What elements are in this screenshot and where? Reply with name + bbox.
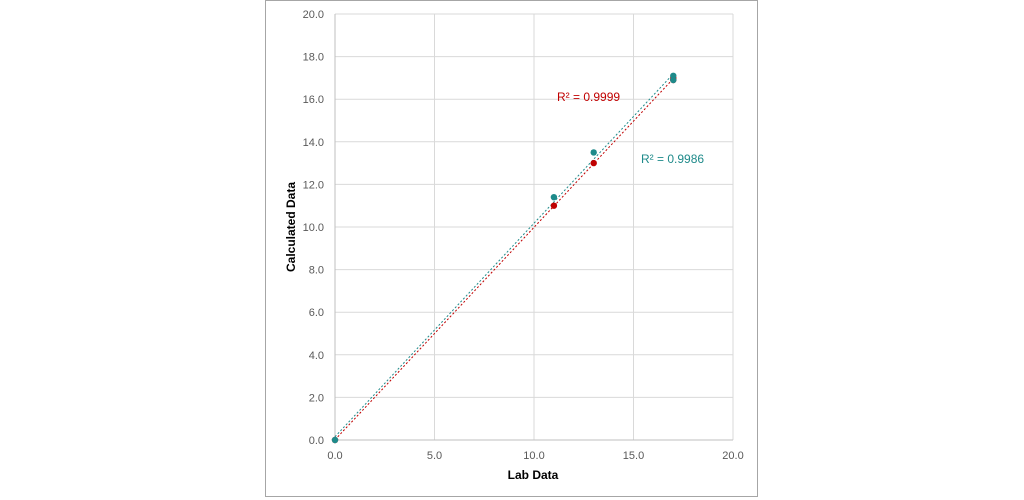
- data-point-series-1: [331, 436, 339, 444]
- y-tick-label: 12.0: [303, 179, 324, 191]
- trendline-series-0: [334, 78, 674, 441]
- axes: [334, 14, 733, 441]
- data-point-series-0: [590, 159, 597, 167]
- y-tick-label: 20.0: [303, 9, 324, 21]
- chart-frame: [265, 0, 758, 497]
- x-tick-label: 10.0: [523, 450, 544, 462]
- tick-labels: 0.0 2.0 4.0 6.0 8.0 10.0 12.0 14.0 16.0 18.0 20.0 0…: [303, 9, 744, 462]
- trendline-series-1: [334, 73, 674, 438]
- data-point-series-1: [670, 72, 677, 79]
- x-tick-label: 5.0: [427, 450, 442, 462]
- x-axis-title: Lab Data: [508, 468, 559, 482]
- y-tick-label: 16.0: [303, 94, 324, 106]
- y-tick-label: 2.0: [309, 392, 324, 404]
- y-tick-label: 18.0: [303, 52, 324, 64]
- x-tick-label: 20.0: [722, 450, 743, 462]
- x-tick-label: 15.0: [623, 450, 644, 462]
- y-tick-label: 6.0: [309, 307, 324, 319]
- x-tick-label: 0.0: [327, 450, 342, 462]
- data-point-series-0: [550, 202, 558, 209]
- y-tick-label: 0.0: [309, 435, 324, 447]
- y-tick-label: 14.0: [303, 137, 324, 149]
- y-tick-label: 10.0: [303, 222, 324, 234]
- y-axis-title: Calculated Data: [284, 182, 298, 272]
- r2-label-red: R² = 0.9999: [557, 90, 620, 104]
- data-point-series-1: [550, 193, 558, 201]
- y-tick-label: 8.0: [309, 265, 324, 277]
- data-points: [331, 72, 677, 444]
- y-tick-label: 4.0: [309, 350, 324, 362]
- data-point-series-1: [590, 149, 597, 156]
- r2-label-teal: R² = 0.9986: [641, 152, 704, 166]
- trendlines: [334, 73, 674, 441]
- annotations: Lab Data Calculated Data R² = 0.9999 R² …: [284, 90, 704, 482]
